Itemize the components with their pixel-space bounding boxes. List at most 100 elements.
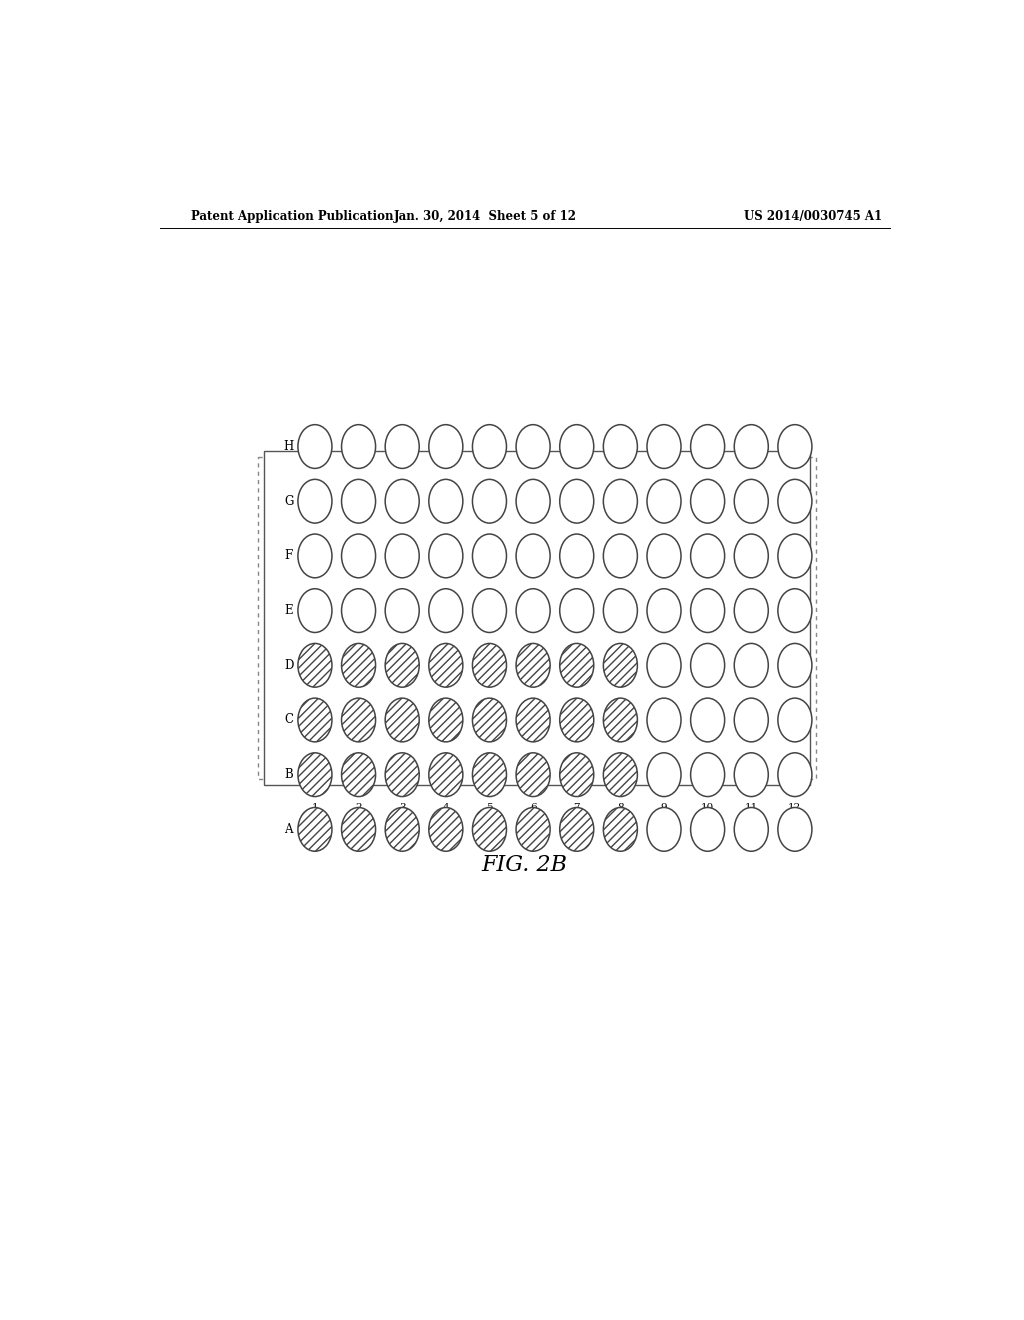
Ellipse shape [298,808,332,851]
Ellipse shape [603,425,637,469]
Ellipse shape [734,589,768,632]
Ellipse shape [560,808,594,851]
Ellipse shape [472,535,507,578]
Ellipse shape [734,698,768,742]
Ellipse shape [560,425,594,469]
Ellipse shape [385,643,419,688]
Text: 2: 2 [355,804,361,812]
Ellipse shape [516,535,550,578]
Text: Patent Application Publication: Patent Application Publication [191,210,394,223]
Ellipse shape [298,589,332,632]
Ellipse shape [516,643,550,688]
Ellipse shape [690,752,725,796]
Ellipse shape [778,425,812,469]
Text: D: D [284,659,293,672]
Ellipse shape [603,535,637,578]
Ellipse shape [778,808,812,851]
Ellipse shape [472,643,507,688]
Ellipse shape [560,643,594,688]
Ellipse shape [429,752,463,796]
Ellipse shape [690,425,725,469]
Ellipse shape [429,425,463,469]
Ellipse shape [516,425,550,469]
Ellipse shape [516,698,550,742]
Ellipse shape [778,752,812,796]
Ellipse shape [603,698,637,742]
Ellipse shape [778,643,812,688]
Bar [258,457,816,779]
Ellipse shape [472,589,507,632]
Ellipse shape [734,643,768,688]
Ellipse shape [647,808,681,851]
Text: 11: 11 [744,804,758,812]
Ellipse shape [690,698,725,742]
Ellipse shape [298,643,332,688]
Ellipse shape [298,479,332,523]
Ellipse shape [429,698,463,742]
Ellipse shape [342,808,376,851]
Ellipse shape [342,479,376,523]
Text: B: B [285,768,293,781]
Ellipse shape [385,698,419,742]
Text: G: G [284,495,293,508]
Ellipse shape [734,425,768,469]
Ellipse shape [298,698,332,742]
Ellipse shape [342,589,376,632]
Ellipse shape [516,589,550,632]
Text: 8: 8 [617,804,624,812]
Ellipse shape [647,752,681,796]
Bar [264,451,810,785]
Text: A: A [285,822,293,836]
Ellipse shape [560,698,594,742]
Ellipse shape [603,808,637,851]
Ellipse shape [516,752,550,796]
Ellipse shape [690,535,725,578]
Ellipse shape [560,479,594,523]
Ellipse shape [560,752,594,796]
Ellipse shape [734,752,768,796]
Text: 7: 7 [573,804,580,812]
Ellipse shape [603,479,637,523]
Ellipse shape [734,479,768,523]
Text: 4: 4 [442,804,450,812]
Ellipse shape [298,752,332,796]
Text: 10: 10 [701,804,715,812]
Ellipse shape [385,479,419,523]
Ellipse shape [647,589,681,632]
Ellipse shape [429,643,463,688]
Text: 9: 9 [660,804,668,812]
Ellipse shape [385,808,419,851]
Ellipse shape [603,752,637,796]
Ellipse shape [429,808,463,851]
Ellipse shape [385,752,419,796]
Ellipse shape [516,808,550,851]
Ellipse shape [603,643,637,688]
Ellipse shape [429,479,463,523]
Ellipse shape [778,589,812,632]
Ellipse shape [472,752,507,796]
Ellipse shape [560,589,594,632]
Text: FIG. 2B: FIG. 2B [482,854,567,875]
Ellipse shape [429,535,463,578]
Ellipse shape [516,479,550,523]
Text: 6: 6 [529,804,537,812]
Ellipse shape [472,698,507,742]
Ellipse shape [429,589,463,632]
Ellipse shape [690,808,725,851]
Ellipse shape [342,643,376,688]
Ellipse shape [647,535,681,578]
Ellipse shape [560,535,594,578]
Ellipse shape [647,643,681,688]
Text: F: F [285,549,293,562]
Ellipse shape [778,698,812,742]
Ellipse shape [385,589,419,632]
Ellipse shape [342,698,376,742]
Ellipse shape [472,425,507,469]
Ellipse shape [472,808,507,851]
Text: C: C [284,714,293,726]
Ellipse shape [603,589,637,632]
Ellipse shape [647,698,681,742]
Ellipse shape [734,808,768,851]
Text: 1: 1 [311,804,318,812]
Text: E: E [285,605,293,618]
